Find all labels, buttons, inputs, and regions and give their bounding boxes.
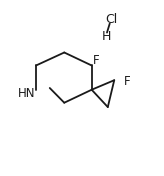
Text: F: F <box>124 75 130 88</box>
Text: F: F <box>93 54 100 67</box>
Text: H: H <box>102 30 111 43</box>
Text: Cl: Cl <box>106 13 118 26</box>
Text: HN: HN <box>18 87 35 100</box>
